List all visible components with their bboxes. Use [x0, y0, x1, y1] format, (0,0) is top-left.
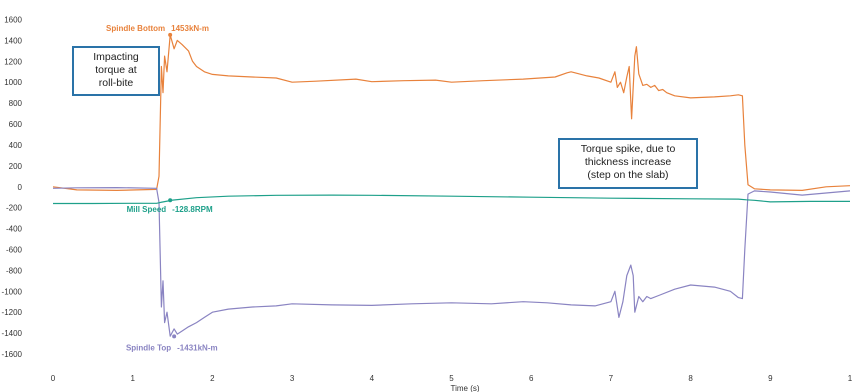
- y-tick-label: -400: [6, 225, 23, 234]
- series-name-label: Spindle Top: [126, 343, 171, 352]
- x-tick-label: 3: [290, 374, 295, 383]
- spindle-top-marker: [172, 334, 177, 339]
- spindle-bottom-marker: [168, 32, 173, 37]
- y-tick-label: 1600: [4, 16, 22, 25]
- series-name-label: Spindle Bottom: [106, 24, 165, 33]
- mill-speed-marker: [168, 198, 173, 203]
- x-tick-label: 0: [51, 374, 56, 383]
- callout-line: Impacting: [93, 51, 139, 63]
- y-tick-label: 1400: [4, 36, 22, 45]
- y-tick-label: -200: [6, 204, 23, 213]
- callout-line: torque at: [95, 64, 137, 76]
- x-tick-labels: 0 1 2 3 4 5 6 7 8 9 1: [51, 374, 852, 383]
- mill-speed-line: [53, 194, 850, 205]
- impacting-torque-callout: Impacting torque at roll-bite: [72, 46, 160, 96]
- x-tick-label: 1: [130, 374, 135, 383]
- y-tick-label: 400: [9, 141, 23, 150]
- callout-line: thickness increase: [584, 156, 672, 168]
- y-tick-label: -800: [6, 266, 23, 275]
- y-tick-label: 0: [18, 183, 23, 192]
- y-tick-label: 1200: [4, 57, 22, 66]
- y-tick-label: -1400: [2, 329, 23, 338]
- y-tick-label: -600: [6, 245, 23, 254]
- callout-line: (step on the slab): [587, 169, 669, 181]
- y-tick-label: 200: [9, 162, 23, 171]
- x-tick-label: 8: [688, 374, 693, 383]
- y-tick-label: 800: [9, 99, 23, 108]
- series-labels: Spindle Bottom 1453kN-m Spindle Top -1431kN…: [106, 24, 218, 352]
- series-name-label: Mill Speed: [127, 205, 167, 214]
- series-markers: [168, 32, 177, 339]
- spindle-top-line: [52, 187, 851, 337]
- y-tick-labels: 1600 1400 1200 1000 800 600 400 200 0 -200 -400 -60…: [2, 16, 23, 360]
- x-tick-label: 9: [768, 374, 773, 383]
- torque-spike-callout: Torque spike, due to thickness increase …: [558, 138, 698, 189]
- series-lines: [52, 34, 851, 337]
- y-tick-label: 1000: [4, 78, 22, 87]
- x-tick-label: 1: [848, 374, 852, 383]
- x-tick-label: 6: [529, 374, 534, 383]
- x-tick-label: 4: [370, 374, 375, 383]
- y-tick-label: -1000: [2, 287, 23, 296]
- x-tick-label: 7: [609, 374, 614, 383]
- spindle-bottom-line: [52, 34, 851, 191]
- series-value-label: -1431kN-m: [177, 343, 217, 352]
- x-axis-title: Time (s): [450, 384, 479, 392]
- series-value-label: -128.8RPM: [172, 205, 213, 214]
- y-tick-label: -1600: [2, 350, 23, 359]
- x-tick-label: 5: [449, 374, 454, 383]
- y-tick-label: -1200: [2, 308, 23, 317]
- y-tick-label: 600: [9, 120, 23, 129]
- series-value-label: 1453kN-m: [171, 24, 209, 33]
- x-tick-label: 2: [210, 374, 215, 383]
- callout-line: roll-bite: [98, 77, 134, 89]
- callout-line: Torque spike, due to: [580, 143, 676, 155]
